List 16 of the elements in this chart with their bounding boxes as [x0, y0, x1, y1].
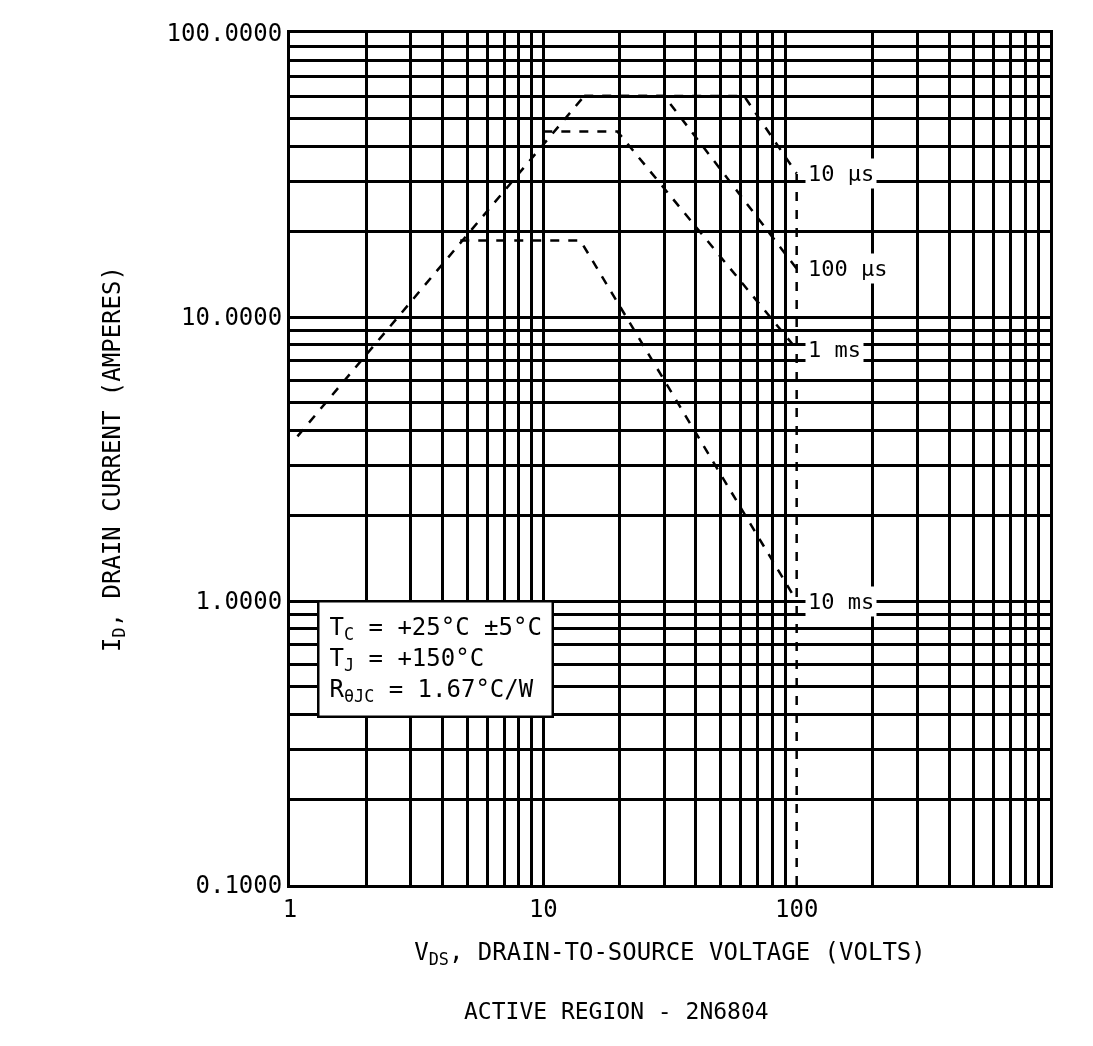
x-tick-label: 10: [528, 894, 558, 923]
annotation: R$_{θJC}$ = 1.67°C/W: [329, 674, 534, 706]
annotation: T$_{J}$ = +150°C: [329, 643, 485, 675]
y-tick-label: 100.0000: [166, 19, 283, 48]
annotation: T$_{C}$ = +25°C ±5°C: [329, 612, 542, 644]
series-label: 1 ms: [808, 337, 861, 362]
x-tick-label: 100: [774, 894, 819, 923]
series-label: 100 µs: [808, 256, 888, 281]
text: ACTIVE REGION - 2N6804: [464, 998, 769, 1024]
y-tick-label: 0.1000: [195, 871, 283, 900]
x-axis-title: V$_{DS}$, DRAIN-TO-SOURCE VOLTAGE (VOLTS): [414, 938, 926, 970]
series-label: 10 µs: [808, 161, 875, 186]
x-tick-label: 1: [282, 894, 298, 923]
y-tick-label: 10.0000: [181, 303, 283, 332]
y-tick-label: 1.0000: [195, 587, 283, 616]
series-label: 10 ms: [808, 589, 875, 614]
